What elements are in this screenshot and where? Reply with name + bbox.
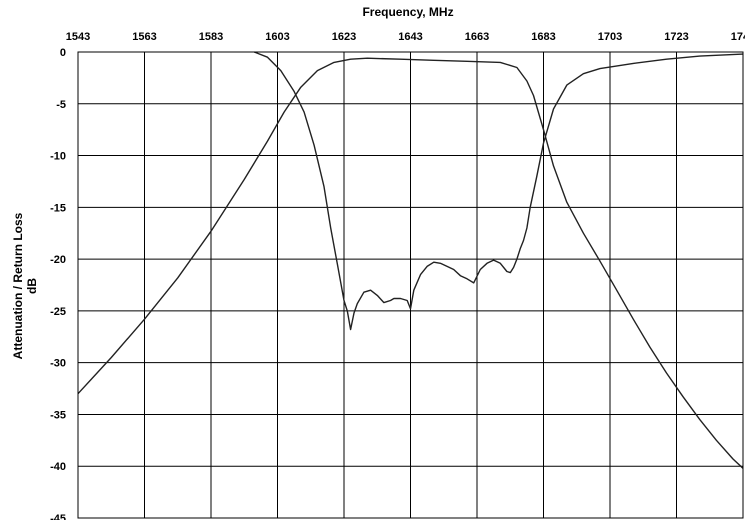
y-tick-label: 0: [60, 47, 66, 59]
y-tick-label: -15: [50, 202, 66, 214]
y-axis-unit: dB: [25, 278, 39, 294]
x-tick-label: 1703: [598, 31, 622, 43]
x-tick-label: 1743: [731, 31, 745, 43]
x-tick-label: 1563: [132, 31, 156, 43]
y-tick-label: -20: [50, 254, 66, 266]
x-axis-title: Frequency, MHz: [362, 5, 453, 19]
x-tick-label: 1663: [465, 31, 489, 43]
x-tick-label: 1583: [199, 31, 223, 43]
y-tick-label: -25: [50, 306, 66, 318]
x-tick-label: 1623: [332, 31, 356, 43]
curves: [77, 51, 744, 469]
x-tick-label: 1723: [664, 31, 688, 43]
y-tick-label: -40: [50, 461, 66, 473]
y-axis-title: Attenuation / Return Loss: [11, 212, 25, 359]
y-tick-label: -5: [56, 99, 66, 111]
attenuation-curve: [77, 57, 744, 469]
return-loss-curve: [253, 51, 744, 331]
plot-frame: [77, 51, 744, 519]
y-tick-labels: 0 -5 -10 -15 -20 -25 -30 -35 -40 -45: [50, 47, 66, 520]
x-tick-label: 1683: [531, 31, 555, 43]
x-tick-label: 1543: [66, 31, 90, 43]
y-tick-label: -35: [50, 409, 66, 421]
y-tick-label: -10: [50, 151, 66, 163]
grid: [77, 51, 744, 519]
y-tick-label: -45: [50, 513, 66, 520]
y-axis-title-group: Attenuation / Return Loss dB: [11, 212, 39, 359]
x-tick-label: 1603: [265, 31, 289, 43]
x-tick-labels: 1543 1563 1583 1603 1623 1643 1663 1683 1703 1723…: [66, 31, 745, 43]
y-tick-label: -30: [50, 358, 66, 370]
x-tick-label: 1643: [398, 31, 422, 43]
